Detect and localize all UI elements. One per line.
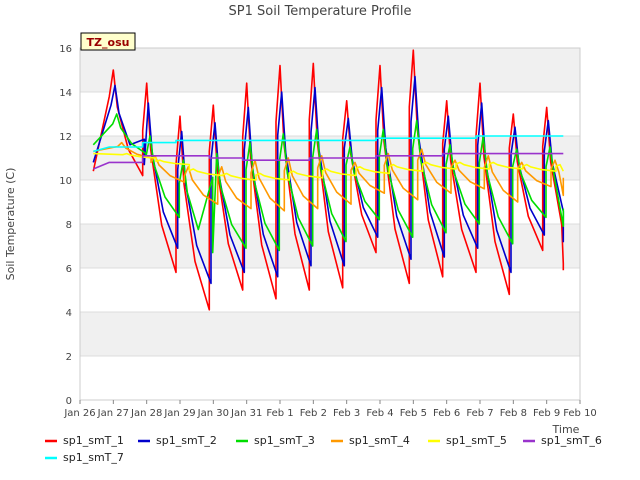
series-line-sp1-smT-4 bbox=[93, 141, 565, 212]
station-badge: TZ_osu bbox=[80, 32, 136, 51]
x-tick-label: Jan 31 bbox=[230, 408, 262, 419]
x-tick-label: Feb 7 bbox=[466, 408, 493, 419]
y-tick-label: 8 bbox=[66, 220, 72, 231]
station-badge-box bbox=[80, 32, 136, 51]
series-line-sp1-smT-5 bbox=[93, 152, 565, 181]
y-tick-label: 0 bbox=[66, 396, 72, 407]
plot-band bbox=[80, 312, 580, 356]
plot-background-bands bbox=[80, 48, 580, 400]
legend: sp1_smT_1 sp1_smT_2 sp1_smT_3 sp1_smT_4 sp1_… bbox=[45, 434, 602, 464]
y-tick-label: 12 bbox=[59, 132, 72, 143]
x-tick-label: Feb 9 bbox=[533, 408, 560, 419]
series-line-sp1-smT-6 bbox=[92, 152, 564, 170]
x-tick-label: Jan 30 bbox=[197, 408, 229, 419]
plot-band bbox=[80, 268, 580, 312]
y-tick-label: 2 bbox=[66, 352, 72, 363]
y-axis-label: Soil Temperature (C) bbox=[4, 168, 17, 281]
legend-label: sp1_smT_4 bbox=[349, 434, 410, 447]
series-line-sp1-smT-3 bbox=[92, 113, 565, 254]
x-axis-label: Time bbox=[552, 423, 580, 436]
y-tick-label: 6 bbox=[66, 264, 72, 275]
chart-title: SP1 Soil Temperature Profile bbox=[229, 4, 412, 19]
x-tick-label: Feb 5 bbox=[400, 408, 427, 419]
legend-label: sp1_smT_1 bbox=[63, 434, 124, 447]
x-tick-label: Jan 26 bbox=[63, 408, 95, 419]
y-tick-label: 14 bbox=[59, 88, 72, 99]
y-tick-label: 4 bbox=[66, 308, 72, 319]
legend-label: sp1_smT_6 bbox=[541, 434, 602, 447]
series-line-sp1-smT-1 bbox=[92, 49, 565, 311]
x-tick-label: Feb 1 bbox=[266, 408, 293, 419]
legend-label: sp1_smT_7 bbox=[63, 451, 124, 464]
x-tick-label: Feb 8 bbox=[500, 408, 527, 419]
x-tick-label: Feb 10 bbox=[563, 408, 597, 419]
legend-label: sp1_smT_3 bbox=[254, 434, 315, 447]
station-badge-label: TZ_osu bbox=[87, 36, 130, 49]
plot-band bbox=[80, 356, 580, 400]
legend-label: sp1_smT_2 bbox=[156, 434, 217, 447]
x-tick-label: Feb 2 bbox=[300, 408, 327, 419]
series-line-sp1-smT-7 bbox=[93, 135, 564, 153]
x-tick-label: Jan 27 bbox=[97, 408, 129, 419]
x-tick-label: Feb 3 bbox=[333, 408, 360, 419]
x-tick-label: Feb 6 bbox=[433, 408, 460, 419]
y-tick-label: 16 bbox=[59, 44, 72, 55]
plot-band bbox=[80, 92, 580, 136]
plot-frame bbox=[79, 47, 581, 401]
x-tick-label: Feb 4 bbox=[366, 408, 393, 419]
series-lines bbox=[92, 49, 565, 311]
x-axis-ticks: Jan 26 Jan 27 Jan 28 Jan 29 Jan 30 Jan 31 Feb … bbox=[63, 400, 597, 419]
x-tick-label: Jan 29 bbox=[163, 408, 195, 419]
y-axis-ticks: 0 2 4 6 8 10 12 14 16 bbox=[59, 44, 72, 407]
series-line-sp1-smT-2 bbox=[92, 75, 565, 285]
plot-band bbox=[80, 48, 580, 92]
y-tick-label: 10 bbox=[59, 176, 72, 187]
legend-label: sp1_smT_5 bbox=[446, 434, 507, 447]
x-tick-label: Jan 28 bbox=[130, 408, 162, 419]
